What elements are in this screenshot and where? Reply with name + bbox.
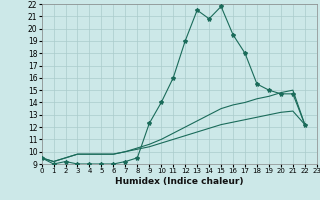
X-axis label: Humidex (Indice chaleur): Humidex (Indice chaleur) — [115, 177, 244, 186]
